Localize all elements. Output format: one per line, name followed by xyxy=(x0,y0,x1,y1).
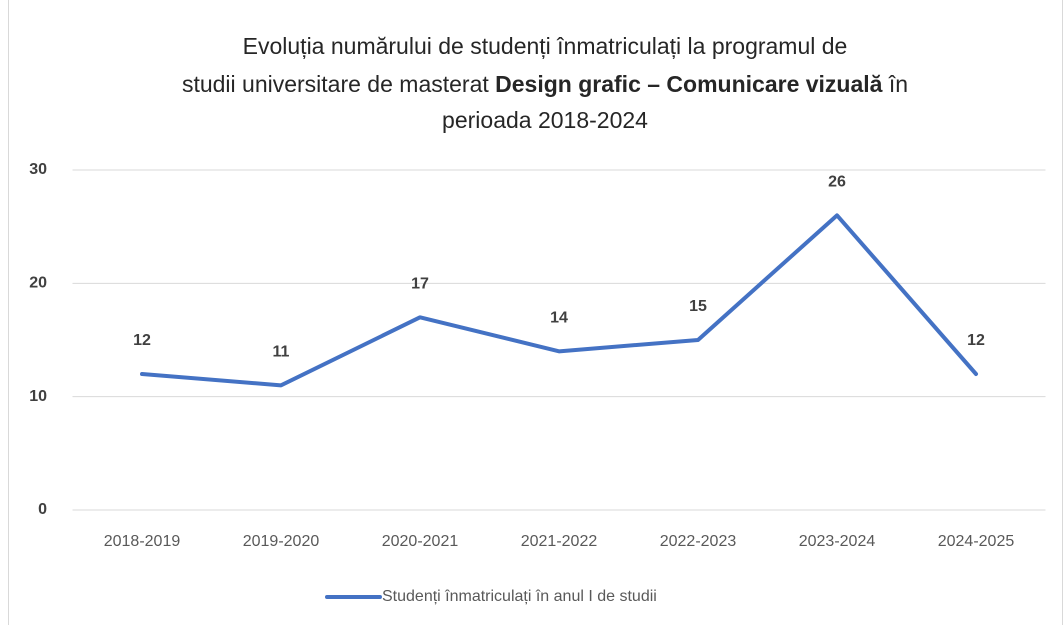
chart-title: perioada 2018-2024 xyxy=(442,107,648,133)
title-bold-part: Design grafic – Comunicare vizuală xyxy=(495,71,883,97)
data-label: 15 xyxy=(689,298,707,315)
x-tick-label: 2023-2024 xyxy=(799,533,876,550)
x-tick-label: 2020-2021 xyxy=(382,533,459,550)
x-tick-label: 2024-2025 xyxy=(938,533,1015,550)
x-tick-label: 2019-2020 xyxy=(243,533,320,550)
legend-label: Studenți înmatriculați în anul I de stud… xyxy=(382,588,657,605)
data-label: 17 xyxy=(411,276,429,293)
data-label: 12 xyxy=(133,332,151,349)
data-line xyxy=(140,213,978,388)
x-tick-label: 2021-2022 xyxy=(521,533,598,550)
title-part: în xyxy=(882,71,908,97)
data-label: 12 xyxy=(967,332,985,349)
chart-frame xyxy=(8,0,1063,625)
data-label: 26 xyxy=(828,174,846,191)
y-tick-label: 30 xyxy=(29,161,47,178)
chart-title: studii universitare de masterat Design g… xyxy=(182,71,908,97)
x-tick-label: 2018-2019 xyxy=(104,533,181,550)
y-tick-label: 0 xyxy=(38,501,47,518)
y-tick-label: 10 xyxy=(29,388,47,405)
data-label: 14 xyxy=(550,310,568,327)
chart-title: Evoluția numărului de studenți înmatricu… xyxy=(243,33,848,59)
title-part: studii universitare de masterat xyxy=(182,71,495,97)
y-tick-label: 20 xyxy=(29,275,47,292)
data-label: 11 xyxy=(273,344,290,361)
x-tick-label: 2022-2023 xyxy=(660,533,737,550)
